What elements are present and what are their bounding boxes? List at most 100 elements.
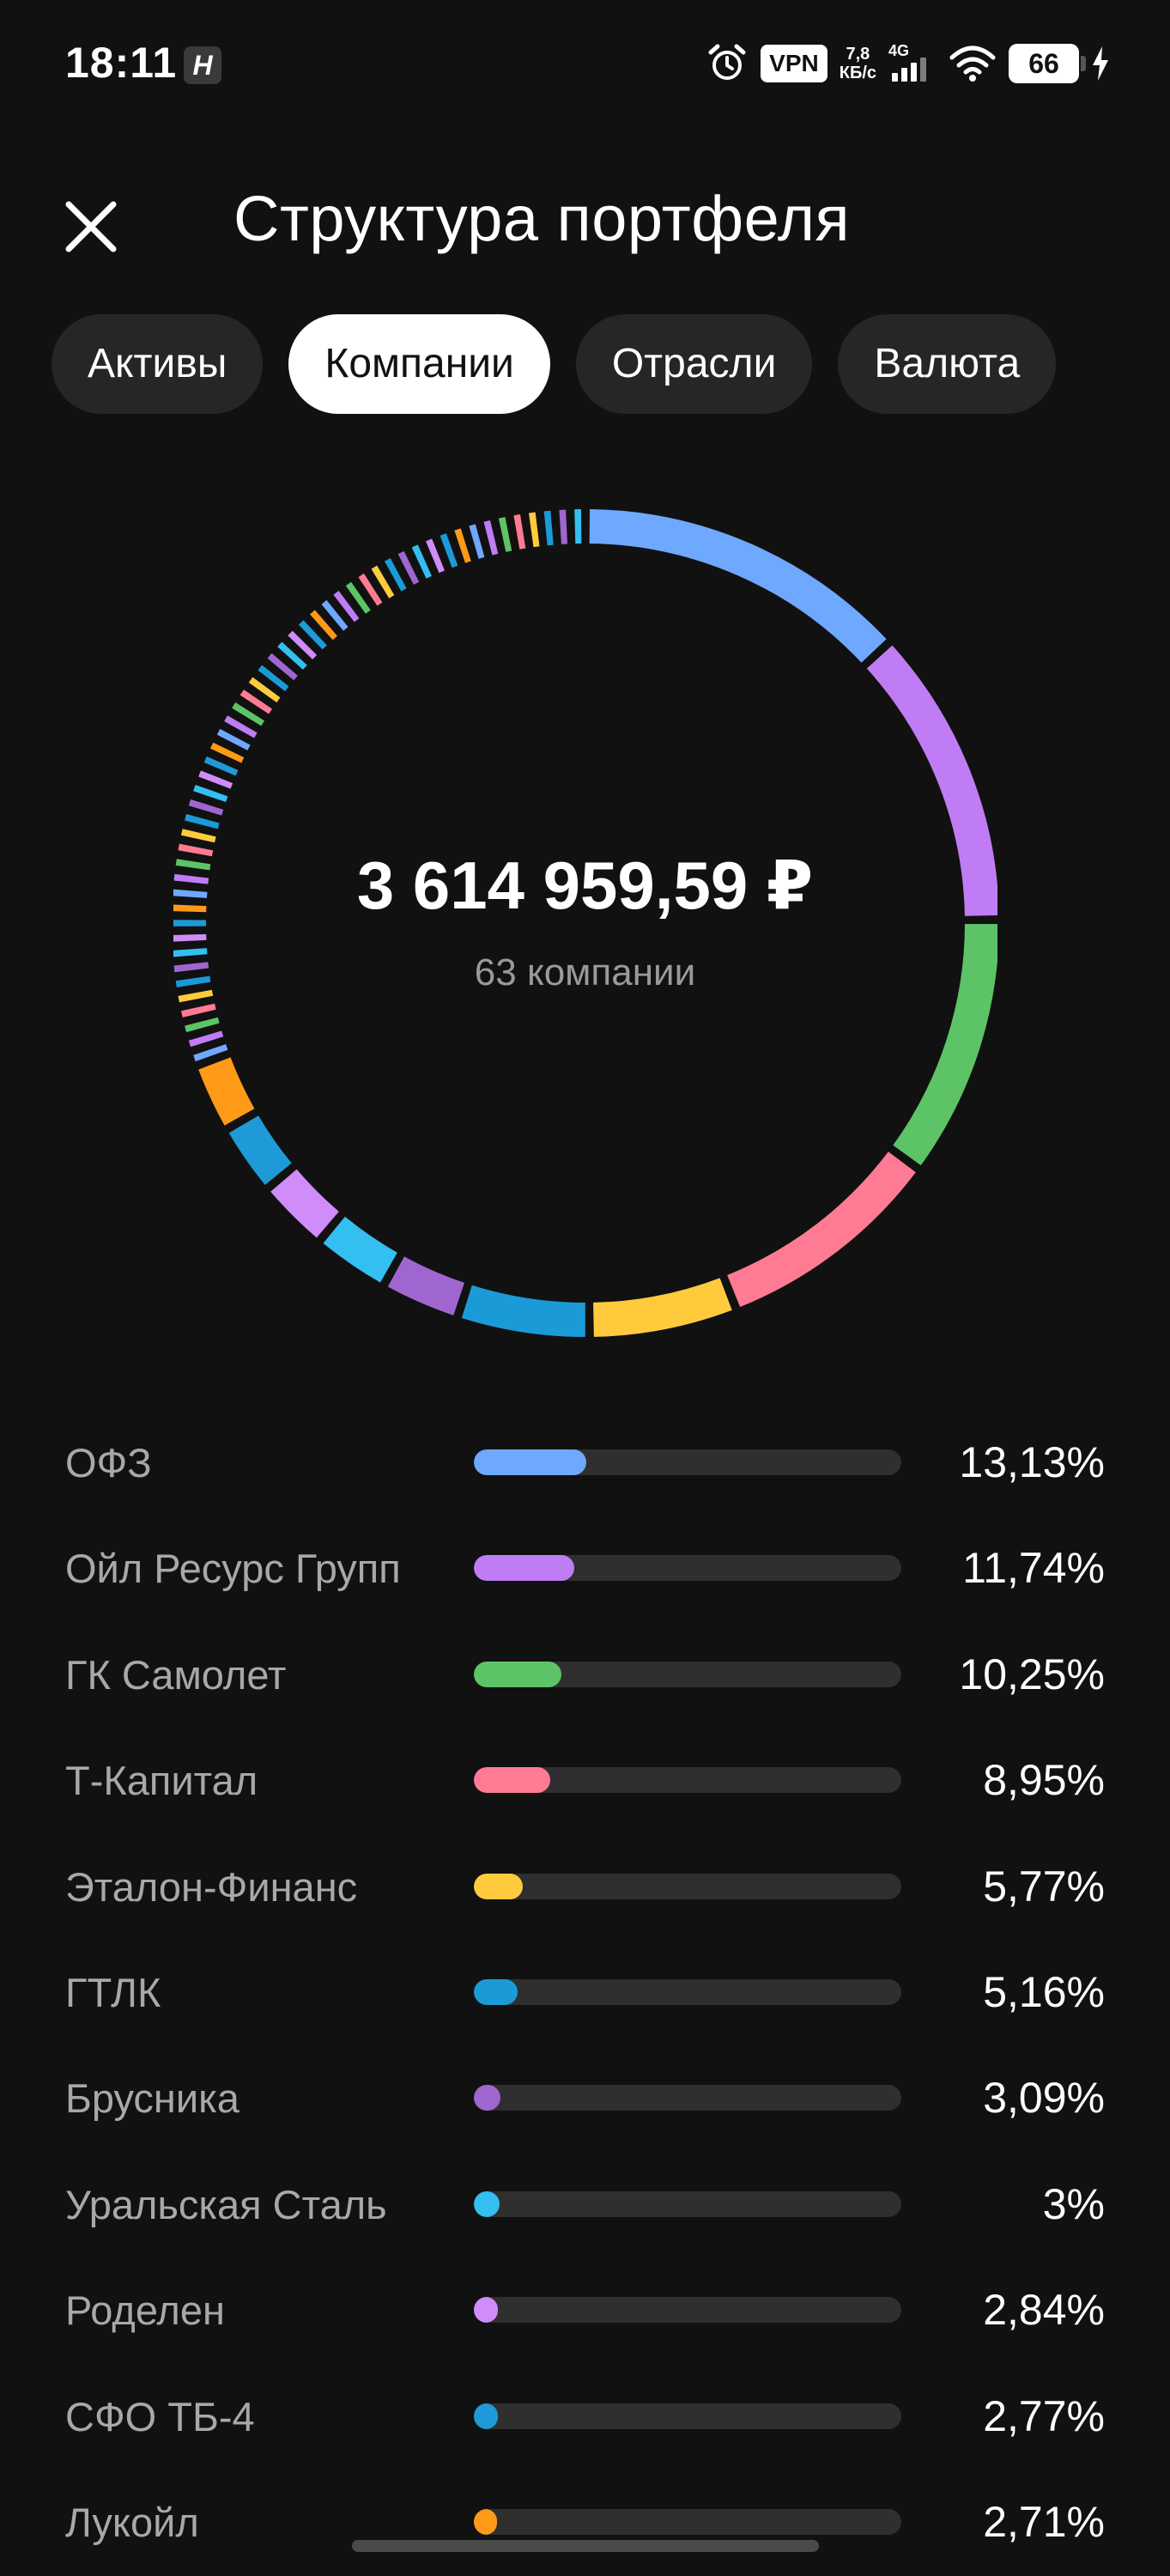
share-bar-fill — [474, 1661, 562, 1687]
share-bar-track — [474, 1449, 901, 1475]
donut-segment — [323, 1216, 398, 1283]
donut-segment — [173, 889, 208, 898]
donut-segment — [426, 538, 446, 574]
donut-segment — [469, 524, 485, 559]
network-type: 4G — [888, 42, 910, 59]
company-name: Эталон-Финанс — [65, 1863, 358, 1910]
charging-icon — [1093, 46, 1108, 81]
company-share-percent: 5,77% — [983, 1862, 1105, 1911]
share-bar-fill — [474, 1873, 524, 1899]
close-icon[interactable] — [57, 192, 125, 261]
donut-segment — [198, 770, 233, 789]
company-share-percent: 8,95% — [983, 1756, 1105, 1805]
share-bar-track — [474, 1978, 901, 2005]
donut-segment — [198, 1057, 255, 1126]
donut-segment — [224, 715, 258, 738]
donut-segment — [239, 690, 273, 714]
share-bar-track — [474, 2085, 901, 2111]
company-row[interactable]: Т-Капитал 8,95% — [0, 1726, 1170, 1832]
company-name: Роделен — [65, 2287, 225, 2334]
company-row[interactable]: Эталон-Финанс 5,77% — [0, 1832, 1170, 1938]
share-bar-fill — [474, 1767, 551, 1794]
donut-segment — [321, 599, 349, 631]
share-bar-track — [474, 2403, 901, 2429]
donut-segment — [345, 581, 371, 614]
donut-segment — [384, 557, 407, 592]
donut-segment — [180, 829, 216, 843]
donut-segment — [866, 645, 997, 916]
donut-segment — [528, 512, 540, 548]
donut-segment — [592, 1278, 732, 1337]
page-title: Структура портфеля — [233, 183, 851, 254]
share-bar-fill — [474, 2403, 498, 2429]
share-bar-fill — [474, 1555, 574, 1582]
share-bar-track — [474, 1767, 901, 1794]
donut-segment — [267, 653, 298, 681]
company-row[interactable]: Брусника 3,09% — [0, 2044, 1170, 2149]
donut-segment — [232, 702, 265, 726]
company-row[interactable]: Лукойл 2,71% — [0, 2468, 1170, 2573]
speed-unit: КБ/с — [839, 64, 876, 82]
battery-icon: 66 — [1009, 44, 1086, 83]
company-row[interactable]: ГТЛК 5,16% — [0, 1938, 1170, 2044]
status-bar: 18:11 H VPN 7,8 КБ/с 4G 66 — [0, 0, 1170, 129]
tab-industries[interactable]: Отрасли — [575, 314, 813, 414]
donut-segment — [193, 784, 228, 803]
donut-segment — [461, 1285, 586, 1337]
vpn-badge: VPN — [761, 45, 827, 82]
network-speed: 7,8 КБ/с — [840, 45, 876, 82]
status-time: 18:11 — [65, 39, 178, 87]
donut-segment — [310, 610, 337, 641]
company-row[interactable]: Ойл Ресурс Групп 11,74% — [0, 1514, 1170, 1619]
donut-segment — [358, 573, 383, 606]
donut-segment — [178, 843, 214, 857]
donut-segment — [175, 975, 211, 987]
company-row[interactable]: ГК Самолет 10,25% — [0, 1620, 1170, 1726]
donut-segment — [178, 989, 214, 1003]
donut-segment — [193, 1043, 228, 1062]
donut-segment — [543, 510, 554, 546]
company-row[interactable]: Уральская Сталь 3% — [0, 2150, 1170, 2256]
company-name: Уральская Сталь — [65, 2181, 387, 2227]
donut-segment — [185, 1017, 220, 1033]
company-row[interactable]: Роделен 2,84% — [0, 2256, 1170, 2361]
share-bar-track — [474, 1661, 901, 1687]
tab-currency[interactable]: Валюта — [838, 314, 1057, 414]
company-name: ГТЛК — [65, 1969, 161, 2015]
donut-segment — [258, 665, 289, 691]
donut-segment — [228, 1115, 292, 1185]
donut-segment — [188, 1030, 224, 1048]
donut-segment — [185, 813, 220, 829]
home-indicator[interactable] — [352, 2540, 819, 2552]
donut-segment — [216, 728, 251, 750]
share-bar-fill — [474, 1449, 586, 1475]
donut-segment — [248, 677, 281, 703]
company-share-percent: 10,25% — [959, 1649, 1105, 1698]
tab-assets[interactable]: Активы — [52, 314, 264, 414]
donut-segment — [175, 859, 211, 871]
company-name: ГК Самолет — [65, 1651, 287, 1698]
segment-tabs: Активы Компании Отрасли Валюта — [52, 314, 1057, 414]
share-bar-fill — [474, 1978, 518, 2005]
tab-companies[interactable]: Компании — [288, 314, 550, 414]
company-name: СФО ТБ-4 — [65, 2393, 255, 2439]
donut-segment — [387, 1256, 465, 1315]
donut-segment — [333, 591, 360, 623]
donut-segment — [454, 528, 471, 563]
donut-segment — [298, 620, 327, 650]
cellular-signal-icon: 4G — [888, 42, 937, 85]
company-name: Ойл Ресурс Групп — [65, 1546, 401, 1592]
donut-segment — [411, 544, 432, 579]
company-row[interactable]: ОФЗ 13,13% — [0, 1408, 1170, 1514]
share-bar-fill — [474, 2190, 500, 2217]
donut-segment — [589, 509, 887, 663]
company-share-percent: 3% — [1042, 2179, 1105, 2228]
company-share-percent: 3,09% — [983, 2074, 1105, 2123]
company-row[interactable]: СФО ТБ-4 2,77% — [0, 2362, 1170, 2468]
share-bar-fill — [474, 2085, 500, 2111]
share-bar-track — [474, 1555, 901, 1582]
donut-segment — [180, 1003, 216, 1018]
donut-segment — [397, 550, 420, 585]
company-list: ОФЗ 13,13% Ойл Ресурс Групп 11,74% ГК Самоле… — [0, 1408, 1170, 2573]
donut-segment — [270, 1169, 339, 1238]
